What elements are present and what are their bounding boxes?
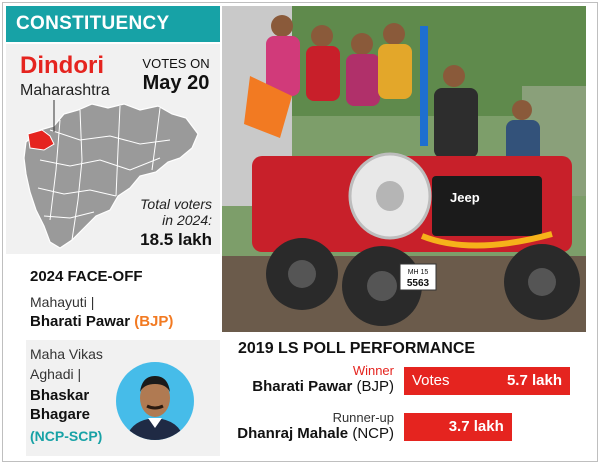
mva-candidate-line1: Bhaskar	[30, 387, 90, 404]
mva-party: (NCP-SCP)	[30, 428, 103, 444]
mva-alliance-line1: Maha Vikas	[30, 346, 103, 362]
mva-alliance: Maha Vikas Aghadi |	[30, 344, 120, 384]
vote-date: May 20	[142, 72, 210, 94]
candidate-avatar	[116, 362, 194, 440]
votes-on-label: VOTES ON	[142, 56, 210, 71]
winner-party: (BJP)	[356, 378, 395, 395]
runner-candidate: Dhanraj Mahale (NCP)	[226, 425, 394, 442]
winner-candidate: Bharati Pawar (BJP)	[226, 378, 394, 395]
plate-line2: 5563	[407, 278, 430, 289]
mahayuti-candidate-name: Bharati Pawar	[30, 313, 131, 330]
campaign-jeep-illustration: Jeep MH 15 5563	[222, 6, 586, 332]
winner-votes-bar: Votes 5.7 lakh	[404, 367, 570, 395]
runner-votes-value: 3.7 lakh	[448, 418, 504, 435]
winner-votes-value: 5.7 lakh	[506, 372, 562, 389]
faceoff-title: 2024 FACE-OFF	[30, 268, 143, 285]
runner-votes-bar: 3.7 lakh	[404, 413, 512, 441]
winner-name: Bharati Pawar	[252, 378, 353, 395]
poll-2019-title: 2019 LS POLL PERFORMANCE	[238, 340, 476, 357]
plate-line1: MH 15	[408, 269, 429, 276]
constituency-name: Dindori	[20, 52, 104, 79]
mva-alliance-line2: Aghadi |	[30, 366, 82, 382]
total-voters-value: 18.5 lakh	[140, 230, 212, 249]
runner-party: (NCP)	[352, 425, 394, 442]
total-voters-line2: in 2024:	[162, 212, 212, 228]
mva-candidate-line2: Bhagare	[30, 406, 91, 423]
total-voters-label: Total voters in 2024:	[120, 196, 212, 228]
total-voters-line1: Total voters	[140, 196, 212, 212]
winner-bar-label: Votes	[412, 372, 450, 389]
person-icon	[126, 376, 184, 440]
runner-role: Runner-up	[332, 410, 394, 425]
state-name: Maharashtra	[20, 82, 110, 99]
mahayuti-alliance: Mahayuti |	[30, 294, 95, 310]
header-title: CONSTITUENCY WATCH	[6, 6, 220, 70]
runner-name: Dhanraj Mahale	[237, 425, 349, 442]
mahayuti-candidate: Bharati Pawar (BJP)	[30, 313, 173, 330]
mahayuti-party: (BJP)	[134, 313, 174, 330]
campaign-photo: Jeep MH 15 5563	[222, 6, 586, 332]
maharashtra-map-icon	[23, 100, 199, 249]
winner-role: Winner	[352, 363, 394, 378]
jeep-brand: Jeep	[450, 190, 480, 205]
mva-candidate: Bhaskar Bhagare	[30, 386, 90, 424]
